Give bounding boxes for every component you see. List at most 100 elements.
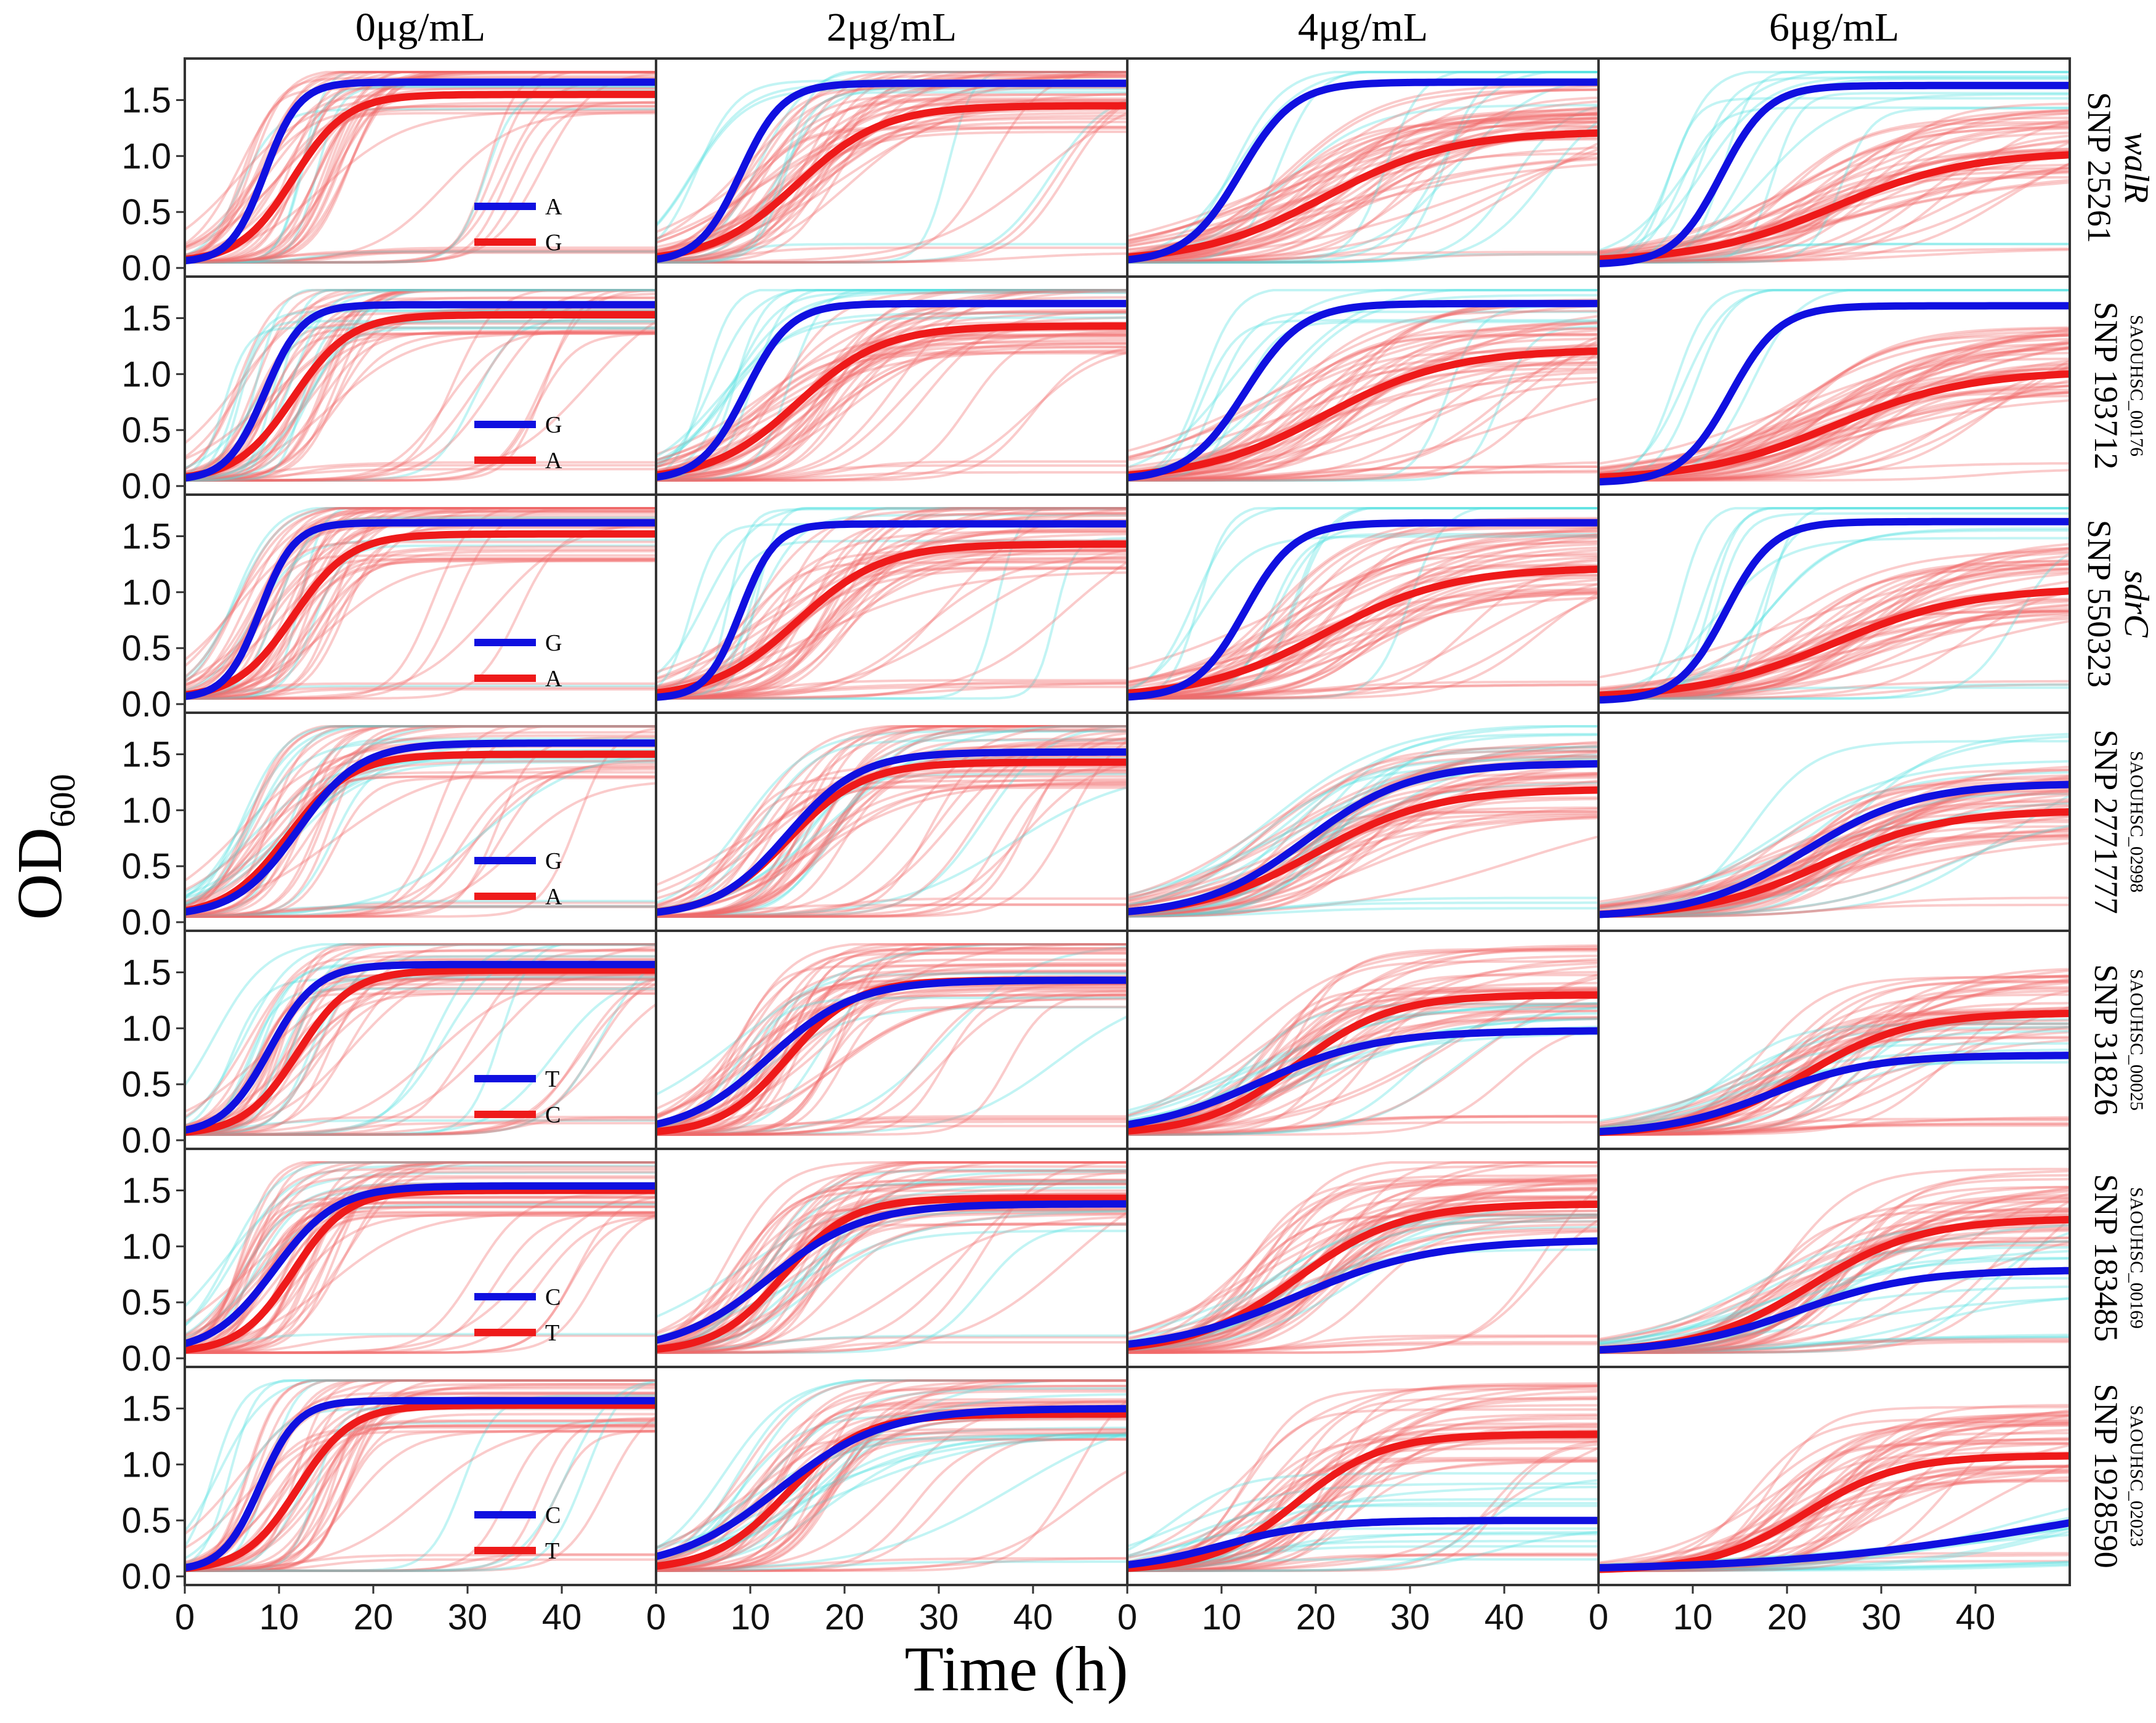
- isolate-curve: [1127, 71, 1599, 264]
- isolate-curve: [1598, 609, 2070, 700]
- isolate-curve: [655, 549, 1127, 696]
- isolate-curve: [1598, 790, 2070, 907]
- isolate-curve: [1598, 75, 2070, 257]
- isolate-curve: [1127, 732, 1599, 917]
- isolate-curve: [184, 1214, 656, 1354]
- isolate-curve: [185, 71, 656, 264]
- y-tick-label: 0.0: [121, 248, 171, 288]
- isolate-curve: [655, 725, 1127, 918]
- isolate-curve: [656, 740, 1127, 918]
- isolate-curve: [185, 110, 657, 264]
- panel-r2-c0: GA 0.0 0.5 1.0 1.5: [121, 507, 657, 724]
- mean-curve-A: [655, 322, 1127, 479]
- isolate-curve: [184, 1379, 656, 1547]
- isolate-curve: [1127, 465, 1599, 482]
- isolate-curve: [1598, 131, 2070, 253]
- isolate-curve: [184, 1170, 656, 1354]
- isolate-curve: [1127, 753, 1599, 908]
- isolate-curve: [1127, 680, 1599, 700]
- isolate-curve: [184, 510, 656, 700]
- isolate-curve: [185, 248, 656, 264]
- row-gene-label: SAOUHSC_02023: [2126, 1405, 2147, 1547]
- isolate-curve: [656, 347, 1128, 482]
- isolate-curve: [655, 289, 1127, 471]
- isolate-curve: [185, 85, 656, 264]
- isolate-curve: [184, 71, 656, 264]
- mean-curve-C: [1127, 1237, 1599, 1348]
- isolate-curve: [184, 557, 656, 700]
- isolate-curve: [184, 684, 656, 699]
- isolate-curve: [1127, 554, 1599, 699]
- isolate-curve: [1599, 367, 2070, 482]
- isolate-curve: [655, 1161, 1127, 1343]
- isolate-curve: [1599, 360, 2070, 482]
- y-tick-label: 1.0: [121, 1226, 171, 1267]
- isolate-curve: [1598, 1422, 2070, 1569]
- isolate-curve: [1598, 590, 2070, 700]
- isolate-curve: [184, 71, 656, 264]
- isolate-curve: [1598, 547, 2070, 700]
- isolate-curve: [1127, 1498, 1599, 1557]
- isolate-curve: [1127, 77, 1599, 264]
- isolate-curve: [1127, 84, 1599, 257]
- isolate-curve: [655, 316, 1128, 464]
- isolate-curve: [184, 976, 656, 1135]
- isolate-curve: [1598, 289, 2070, 481]
- isolate-curve: [1127, 590, 1599, 699]
- isolate-curve: [1598, 981, 2070, 1135]
- isolate-curve: [655, 126, 1127, 260]
- mean-curve-A: [655, 79, 1127, 263]
- isolate-curve: [1599, 507, 2070, 700]
- mean-curve-G: [1127, 760, 1599, 915]
- isolate-curve: [185, 1177, 656, 1354]
- isolate-curve: [655, 959, 1127, 1136]
- isolate-curve: [655, 71, 1127, 263]
- isolate-curve: [184, 289, 656, 482]
- column-title-3: 6μg/mL: [1769, 5, 1900, 50]
- isolate-curve: [656, 101, 1128, 264]
- isolate-curve: [1127, 96, 1599, 264]
- isolate-curve: [655, 289, 1127, 476]
- row-snp-label: SNP 193712: [2087, 301, 2125, 470]
- mean-curve-G: [184, 91, 656, 264]
- isolate-curve: [1127, 583, 1599, 700]
- isolate-curve: [655, 511, 1128, 696]
- isolate-curve: [1127, 507, 1599, 700]
- legend-label-T: T: [545, 1066, 559, 1092]
- isolate-curve: [1598, 76, 2070, 264]
- mean-curve-C: [184, 966, 656, 1136]
- isolate-curve: [184, 331, 656, 478]
- row-label-1: SAOUHSC_00176 SNP 193712: [2079, 277, 2156, 495]
- isolate-curve: [655, 1432, 1128, 1560]
- isolate-curve: [184, 978, 656, 1127]
- x-tick-label: 40: [542, 1597, 582, 1637]
- isolate-curve: [185, 71, 656, 264]
- isolate-curve: [1127, 294, 1599, 478]
- panel-r5-c0: CT 0.0 0.5 1.0 1.5: [121, 1161, 657, 1379]
- isolate-curve: [656, 952, 1127, 1136]
- isolate-curve: [184, 1171, 656, 1308]
- isolate-curve: [185, 1118, 656, 1136]
- isolate-curve: [1598, 1042, 2070, 1129]
- isolate-curve: [185, 105, 656, 264]
- isolate-curve: [1127, 973, 1599, 1136]
- isolate-curve: [655, 1212, 1128, 1348]
- isolate-curve: [655, 969, 1127, 1136]
- isolate-curve: [184, 943, 656, 1136]
- isolate-curve: [656, 1005, 1127, 1136]
- isolate-curve: [1127, 347, 1599, 482]
- isolate-curve: [185, 1379, 657, 1572]
- isolate-curve: [1127, 117, 1599, 262]
- isolate-curve: [1127, 578, 1599, 697]
- isolate-curve: [184, 1203, 656, 1340]
- isolate-curve: [1127, 896, 1599, 917]
- isolate-curve: [185, 89, 656, 264]
- isolate-curve: [185, 1416, 657, 1572]
- isolate-curve: [1598, 328, 2070, 481]
- isolate-curve: [655, 947, 1127, 1136]
- x-tick-label: 0: [1117, 1597, 1137, 1637]
- isolate-curve: [1599, 1178, 2070, 1354]
- isolate-curve: [655, 310, 1127, 480]
- isolate-curve: [1127, 563, 1599, 699]
- isolate-curve: [184, 331, 656, 474]
